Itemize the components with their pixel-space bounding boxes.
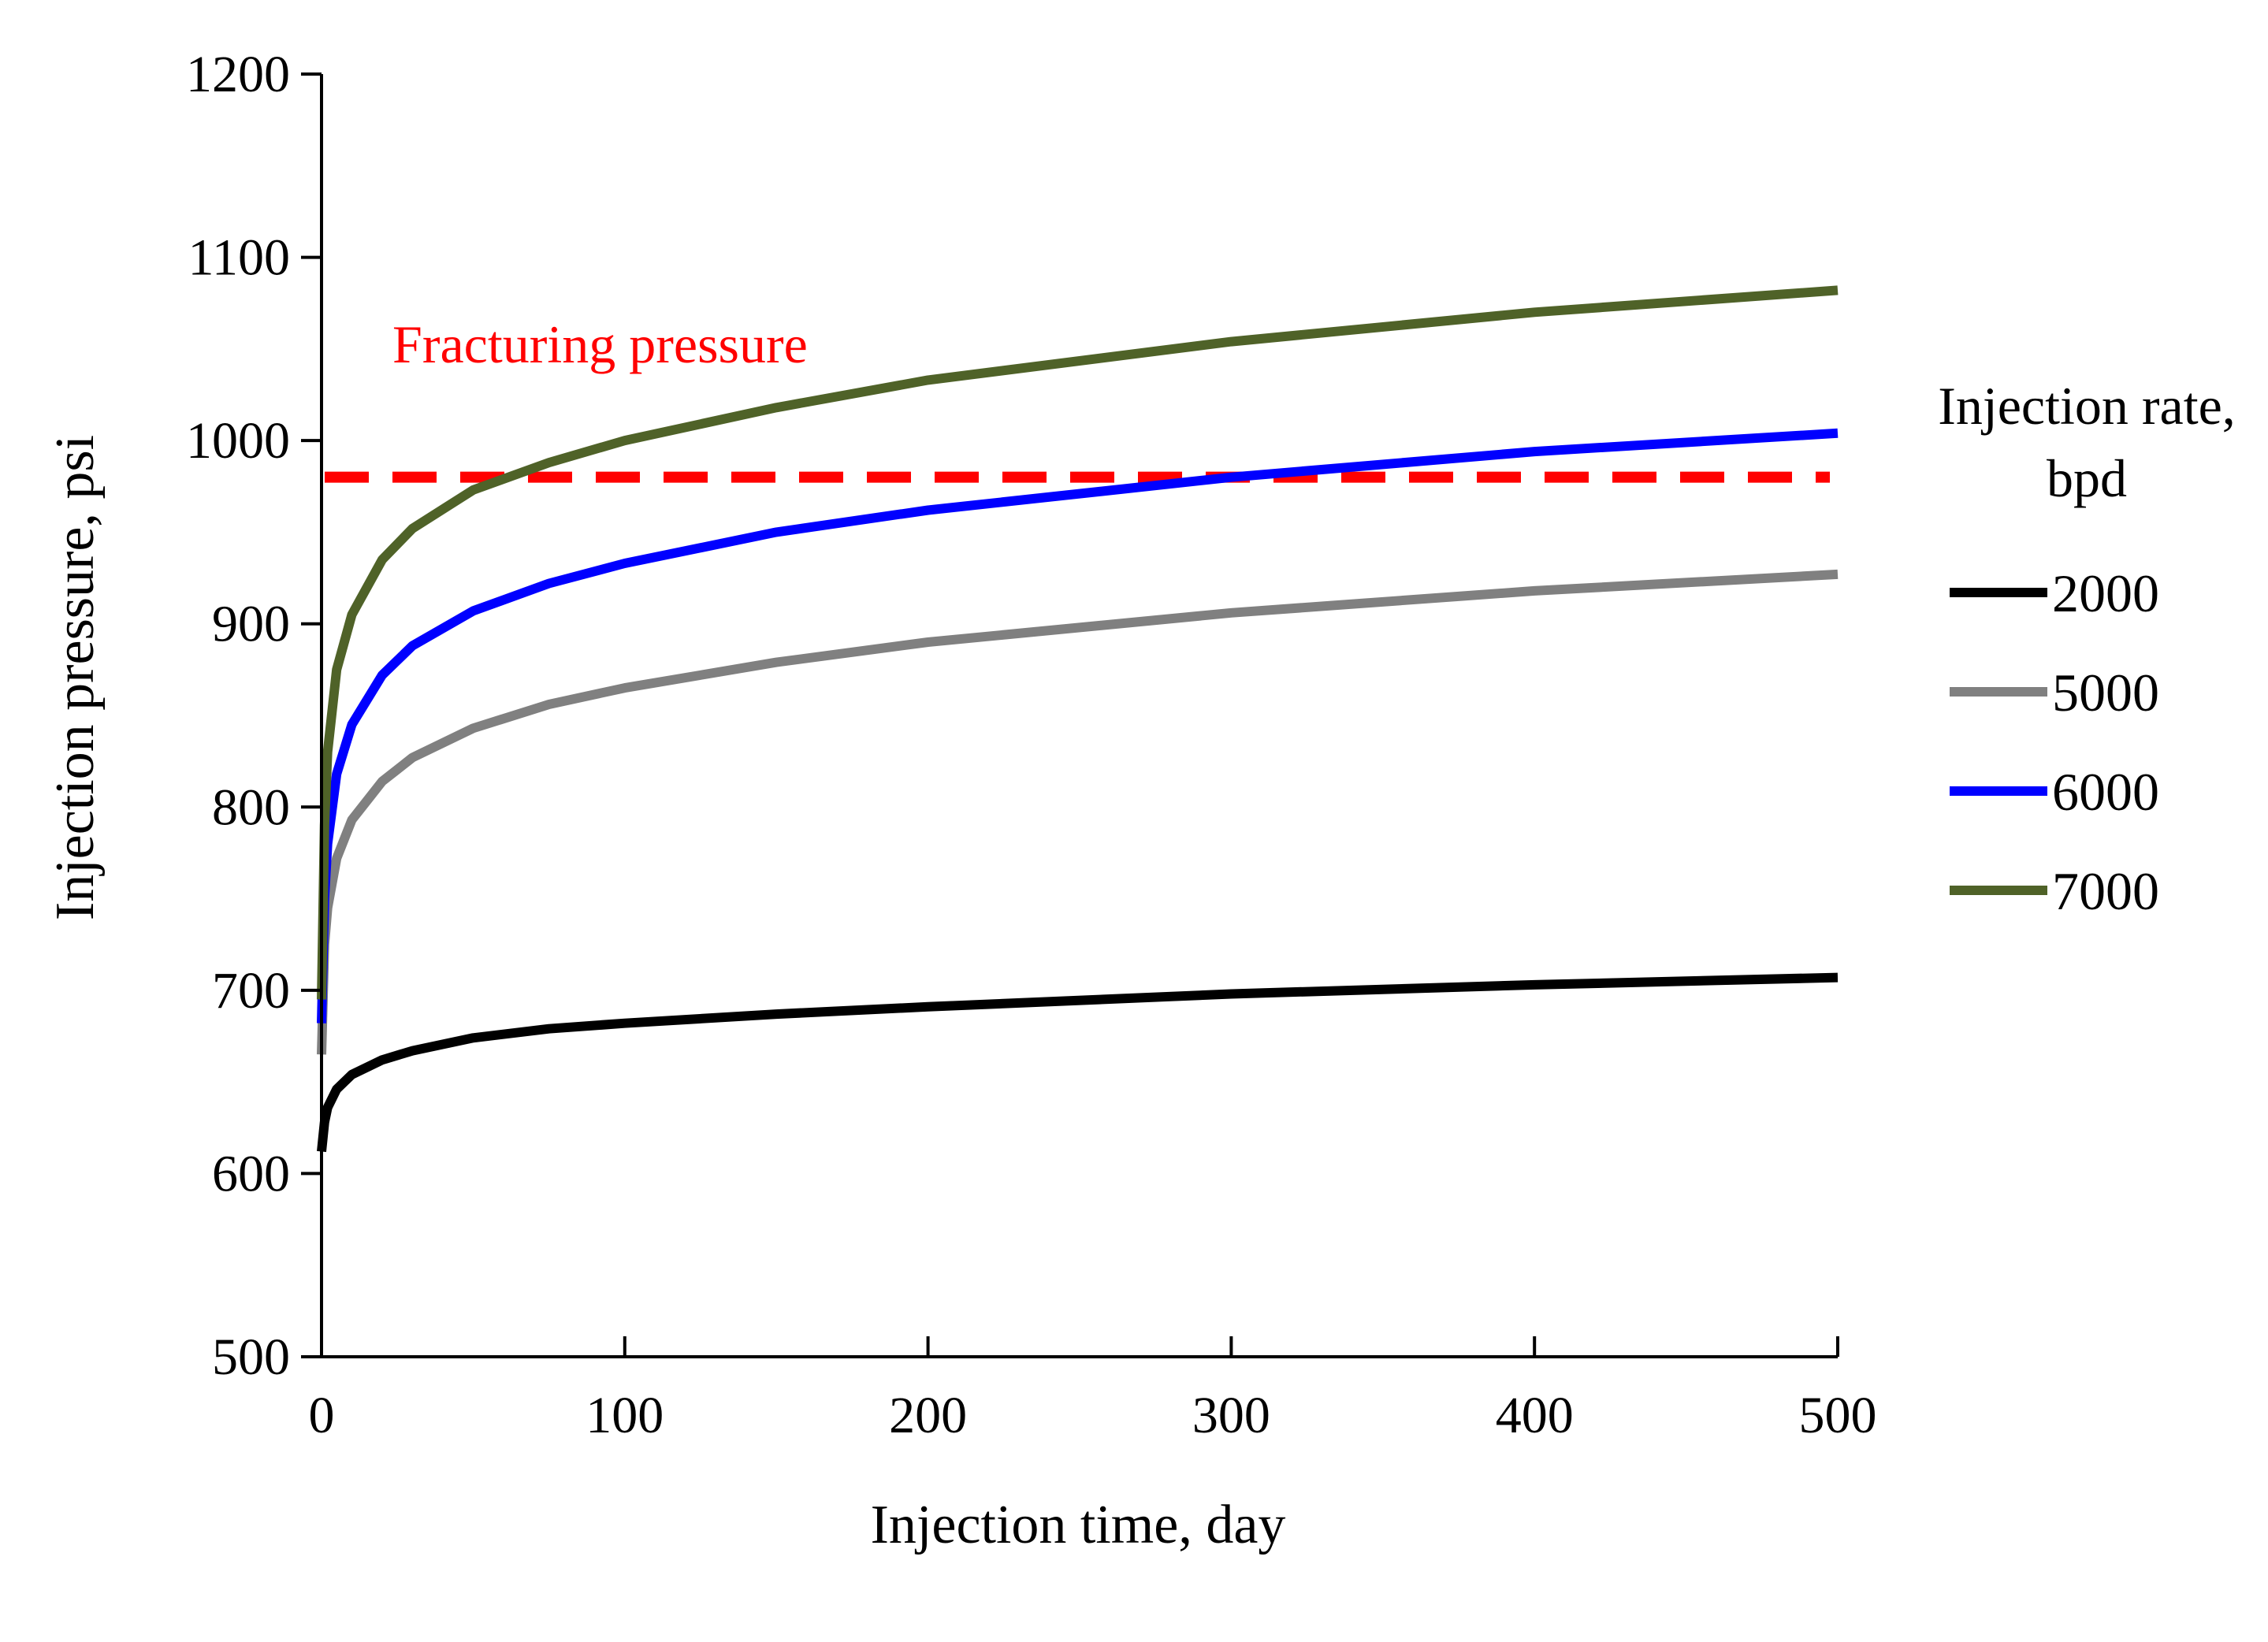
- x-tick-label-100: 100: [586, 1387, 664, 1444]
- x-tick-label-400: 400: [1496, 1387, 1574, 1444]
- legend-title-line2: bpd: [2047, 448, 2127, 508]
- axes: 500 600 700 800 900 1000 1100 1200 0 100 200 300 400…: [186, 46, 1877, 1444]
- reference-line-label: Fracturing pressure: [392, 314, 808, 374]
- y-axis-title: Injection pressure, psi: [45, 435, 106, 920]
- legend-label-2000: 2000: [2052, 563, 2159, 623]
- x-tick-label-0: 0: [309, 1387, 335, 1444]
- y-tick-label-900: 900: [212, 596, 290, 653]
- series-line-7000: [317, 285, 1839, 1000]
- x-axis-title: Injection time, day: [871, 1495, 1286, 1555]
- y-tick-label-700: 700: [212, 962, 290, 1020]
- series-line-2000: [317, 972, 1839, 1153]
- y-tick-label-500: 500: [212, 1328, 290, 1386]
- y-tick-label-1000: 1000: [186, 412, 290, 470]
- series-line-5000: [317, 569, 1839, 1055]
- x-tick-label-300: 300: [1192, 1387, 1270, 1444]
- legend-title-line1: Injection rate,: [1938, 376, 2236, 436]
- x-tick-label-200: 200: [889, 1387, 967, 1444]
- legend: Injection rate, bpd 2000 5000 6000 7000: [1938, 376, 2236, 921]
- x-tick-label-500: 500: [1799, 1387, 1877, 1444]
- y-tick-label-600: 600: [212, 1145, 290, 1202]
- plot-area: [317, 285, 1839, 1153]
- legend-label-7000: 7000: [2052, 861, 2159, 921]
- y-tick-label-1200: 1200: [186, 46, 290, 103]
- y-tick-label-800: 800: [212, 778, 290, 836]
- legend-label-6000: 6000: [2052, 762, 2159, 822]
- series-line-6000: [317, 428, 1839, 1023]
- y-tick-label-1100: 1100: [188, 229, 290, 287]
- legend-label-5000: 5000: [2052, 663, 2159, 723]
